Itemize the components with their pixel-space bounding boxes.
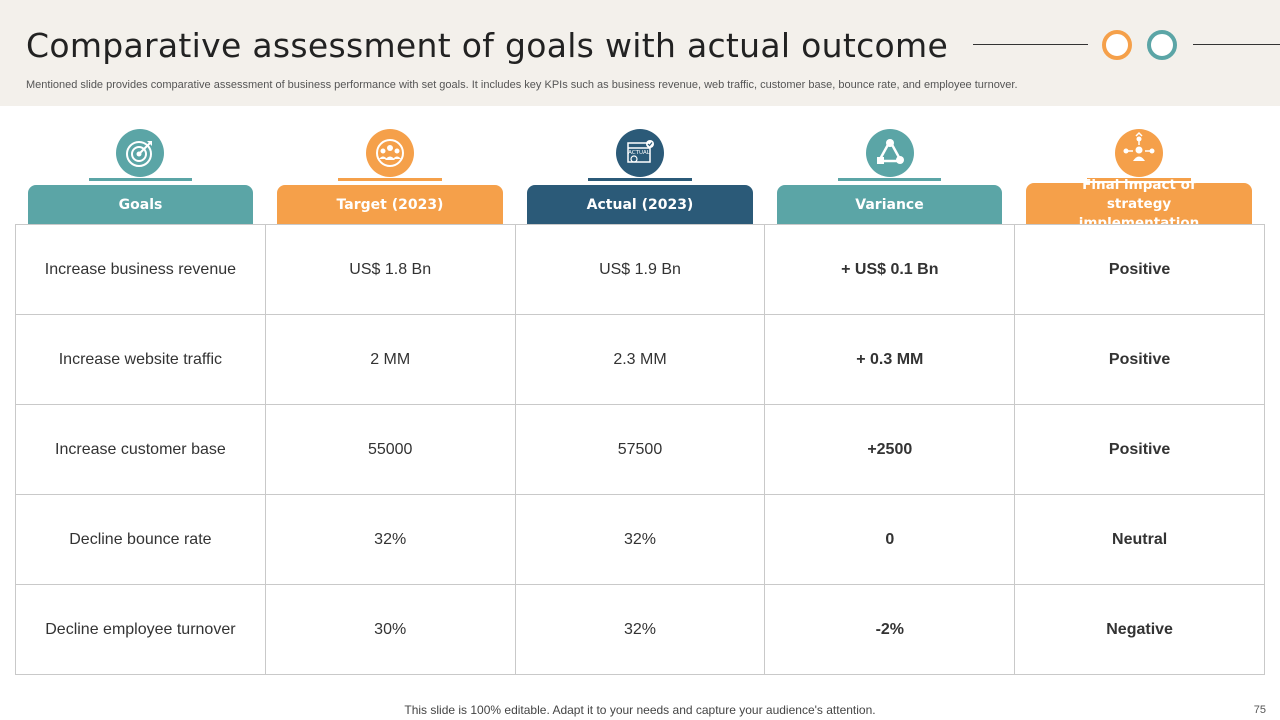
actual-cell: 2.3 MM [514, 314, 766, 405]
column-header-final-impact: Final impact of strategy implementation [1026, 177, 1252, 231]
goal-cell: Decline bounce rate [15, 494, 266, 585]
column-header-actual: Actual (2023) [527, 185, 753, 225]
variance-cell: + 0.3 MM [764, 314, 1016, 405]
decorative-line-right [1193, 44, 1280, 45]
impact-cell: Positive [1014, 224, 1265, 315]
impact-cell: Negative [1014, 584, 1265, 675]
goal-cell: Decline employee turnover [15, 584, 266, 675]
impact-cell: Positive [1014, 404, 1265, 495]
impact-cell: Positive [1014, 314, 1265, 405]
column-header-variance: Variance [777, 185, 1002, 225]
target-cell: 2 MM [264, 314, 516, 405]
network-person-icon [1115, 129, 1163, 177]
variance-shapes-icon [866, 129, 914, 177]
slide-subtitle: Mentioned slide provides comparative ass… [26, 79, 1018, 91]
goal-cell: Increase customer base [15, 404, 266, 495]
column-underline [1087, 178, 1191, 181]
goal-cell: Increase business revenue [15, 224, 266, 315]
table-row: Decline bounce rate 32% 32% 0 Neutral [15, 494, 1265, 585]
target-cell: 55000 [264, 404, 516, 495]
decorative-orange-circle [1102, 30, 1132, 60]
actual-cell: US$ 1.9 Bn [514, 224, 766, 315]
target-cell: 30% [264, 584, 516, 675]
target-cell: 32% [264, 494, 516, 585]
decorative-line-left [973, 44, 1088, 45]
decorative-teal-circle [1147, 30, 1177, 60]
svg-text:ACTUAL: ACTUAL [628, 150, 651, 156]
actual-calendar-icon: ACTUAL [616, 129, 664, 177]
slide-title: Comparative assessment of goals with act… [26, 26, 949, 65]
column-underline [338, 178, 442, 181]
table-row: Increase customer base 55000 57500 +2500… [15, 404, 1265, 495]
column-underline [838, 178, 941, 181]
column-header-goals: Goals [28, 185, 253, 225]
page-number: 75 [1253, 704, 1266, 716]
target-cell: US$ 1.8 Bn [264, 224, 516, 315]
column-underline [89, 178, 192, 181]
actual-cell: 57500 [514, 404, 766, 495]
variance-cell: +2500 [764, 404, 1016, 495]
column-underline [588, 178, 692, 181]
table-row: Increase business revenue US$ 1.8 Bn US$… [15, 224, 1265, 315]
target-icon [116, 129, 164, 177]
footer-note: This slide is 100% editable. Adapt it to… [404, 703, 876, 717]
table-row: Increase website traffic 2 MM 2.3 MM + 0… [15, 314, 1265, 405]
impact-cell: Neutral [1014, 494, 1265, 585]
header-band [0, 0, 1280, 106]
table-row: Decline employee turnover 30% 32% -2% Ne… [15, 584, 1265, 675]
variance-cell: 0 [764, 494, 1016, 585]
goal-cell: Increase website traffic [15, 314, 266, 405]
actual-cell: 32% [514, 494, 766, 585]
team-icon [366, 129, 414, 177]
variance-cell: -2% [764, 584, 1016, 675]
column-header-target: Target (2023) [277, 185, 503, 225]
actual-cell: 32% [514, 584, 766, 675]
variance-cell: + US$ 0.1 Bn [764, 224, 1016, 315]
assessment-table: Increase business revenue US$ 1.8 Bn US$… [15, 224, 1265, 675]
